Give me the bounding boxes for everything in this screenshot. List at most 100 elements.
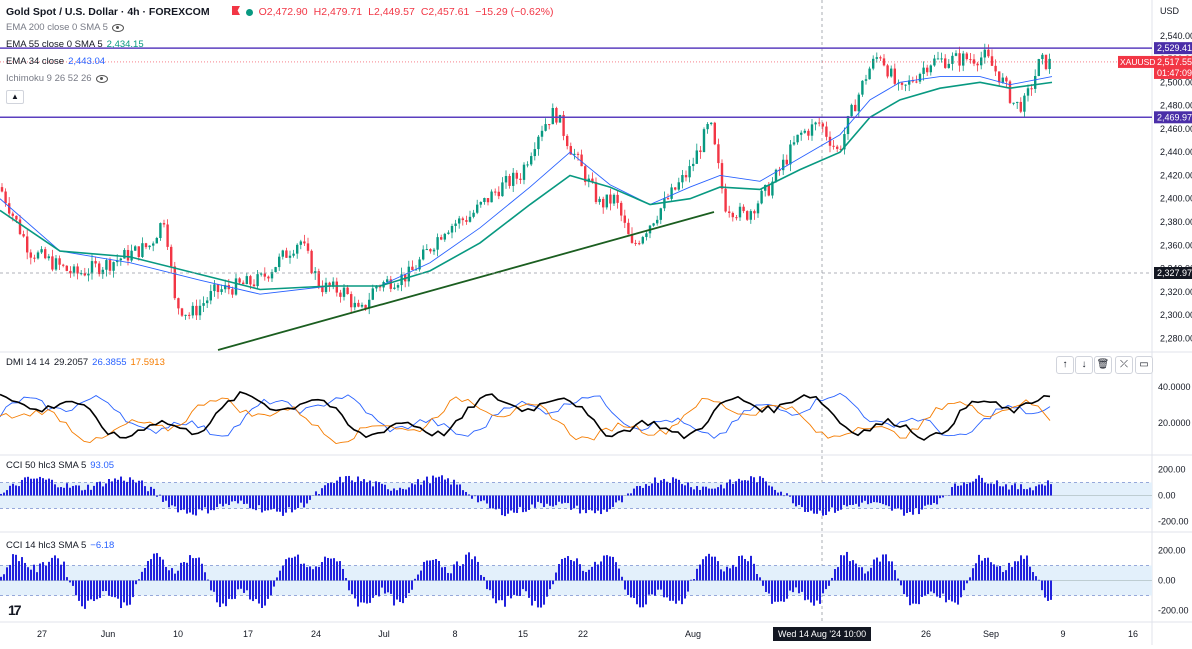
cci14-bar [660,580,662,590]
countdown-badge-bg [1154,66,1192,79]
indicator-ichimoku[interactable]: Ichimoku 9 26 52 26 [6,73,108,84]
candle-body [681,175,684,183]
cci14-bar [60,564,62,581]
cci14-bar [159,556,161,581]
cci50-bar [318,494,320,496]
cci14-bar [831,577,833,581]
move-pane-down-button[interactable]: ↓ [1075,356,1093,374]
cci50-bar [558,495,560,502]
cci50-bar [57,487,59,496]
symbol-title[interactable]: Gold Spot / U.S. Dollar · 4h · FOREXCOM [6,6,210,18]
cci14-bar [765,580,767,592]
cci14-bar [837,567,839,581]
candle-body [875,57,878,59]
cci14-bar [66,577,68,581]
cci50-bar [60,487,62,496]
candle-body [692,163,695,167]
candle-body [915,81,918,83]
dmi-legend[interactable]: DMI 14 14 29.2057 26.3855 17.5913 [6,357,165,368]
last-price-badge: 2,517.55 [1157,57,1192,67]
cci14-bar [1026,555,1028,581]
candle-body [929,65,932,73]
indicator-label: EMA 200 close 0 SMA 5 [6,22,108,33]
cci50-bar [189,495,191,513]
time-tick-label: 24 [311,629,321,639]
cci14-bar [387,580,389,593]
candle-body [605,194,608,208]
maximize-pane-button[interactable]: ▭ [1135,356,1153,374]
cci50-bar [294,495,296,510]
indicator-ema200[interactable]: EMA 200 close 0 SMA 5 [6,22,124,33]
indicator-ema55[interactable]: EMA 55 close 0 SMA 5 2,434.15 [6,39,144,50]
cci50-legend[interactable]: CCI 50 hlc3 SMA 5 93.05 [6,460,114,471]
cci14-bar [186,562,188,581]
cci14-bar [516,580,518,596]
indicator-ema34[interactable]: EMA 34 close 2,443.04 [6,56,105,67]
candle-body [548,124,551,126]
candle-body [501,182,504,197]
cci50-bar [72,485,74,496]
cci14-bar [201,563,203,581]
candle-body [483,198,486,202]
hidden-eye-icon[interactable] [95,74,108,83]
cci50-bar [111,481,113,496]
cci14-bar [912,580,914,604]
candle-body [706,124,709,130]
candle-body [126,249,130,261]
hidden-eye-icon[interactable] [111,23,124,32]
cci14-bar [531,580,533,606]
candle-body [80,273,83,275]
cci14-bar [651,580,653,595]
cci14-bar [738,556,740,581]
cci14-bar [360,580,362,603]
candle-body [684,175,688,178]
collapse-pane-button[interactable]: ⤫ [1115,356,1133,374]
cci14-bar [867,571,869,581]
cci50-bar [522,495,524,513]
cci50-bar [510,495,512,511]
cci50-bar [519,495,521,507]
cci14-bar [861,567,863,581]
candle-body [454,223,457,226]
candle-body [1023,95,1026,112]
move-pane-up-button[interactable]: ↑ [1056,356,1074,374]
cci14-bar [1023,558,1025,581]
cci14-bar [552,580,554,585]
cci50-bar [162,495,164,502]
candle-body [1001,77,1004,83]
collapse-legend-chevron-up-icon[interactable]: ▲ [6,90,24,104]
cci14-bar [987,557,989,581]
delete-pane-button[interactable]: 🗑 [1094,356,1112,374]
cci14-tick-label: 200.00 [1158,546,1186,556]
cci14-bar [669,580,671,601]
cci50-bar [351,480,353,496]
candle-body [33,257,36,259]
cci14-bar [132,580,134,598]
cci14-bar [585,572,587,581]
flag-icon[interactable] [232,6,240,15]
cci14-bar [333,558,335,581]
candle-body [940,58,943,60]
cci14-bar [819,580,821,604]
cci14-bar [15,554,17,581]
candle-body [47,256,50,259]
tradingview-logo-icon[interactable]: 17 [8,602,22,618]
candle-body [69,270,72,274]
cci50-bar [894,495,896,509]
ohlc-high: H2,479.71 [313,6,363,18]
cci14-bar [624,580,626,590]
cci14-bar [273,580,275,587]
cci14-legend[interactable]: CCI 14 hlc3 SMA 5 −6.18 [6,540,114,551]
cci50-bar [870,495,872,504]
candle-body [1016,101,1019,103]
candle-body [504,176,508,183]
cci14-bar [24,562,26,581]
cci14-bar [90,580,92,600]
cci14-bar [591,566,593,581]
cci14-bar [141,571,143,581]
candle-body [479,201,482,205]
candle-body [868,68,871,80]
cci14-bar [528,580,530,598]
candle-body [393,287,396,289]
